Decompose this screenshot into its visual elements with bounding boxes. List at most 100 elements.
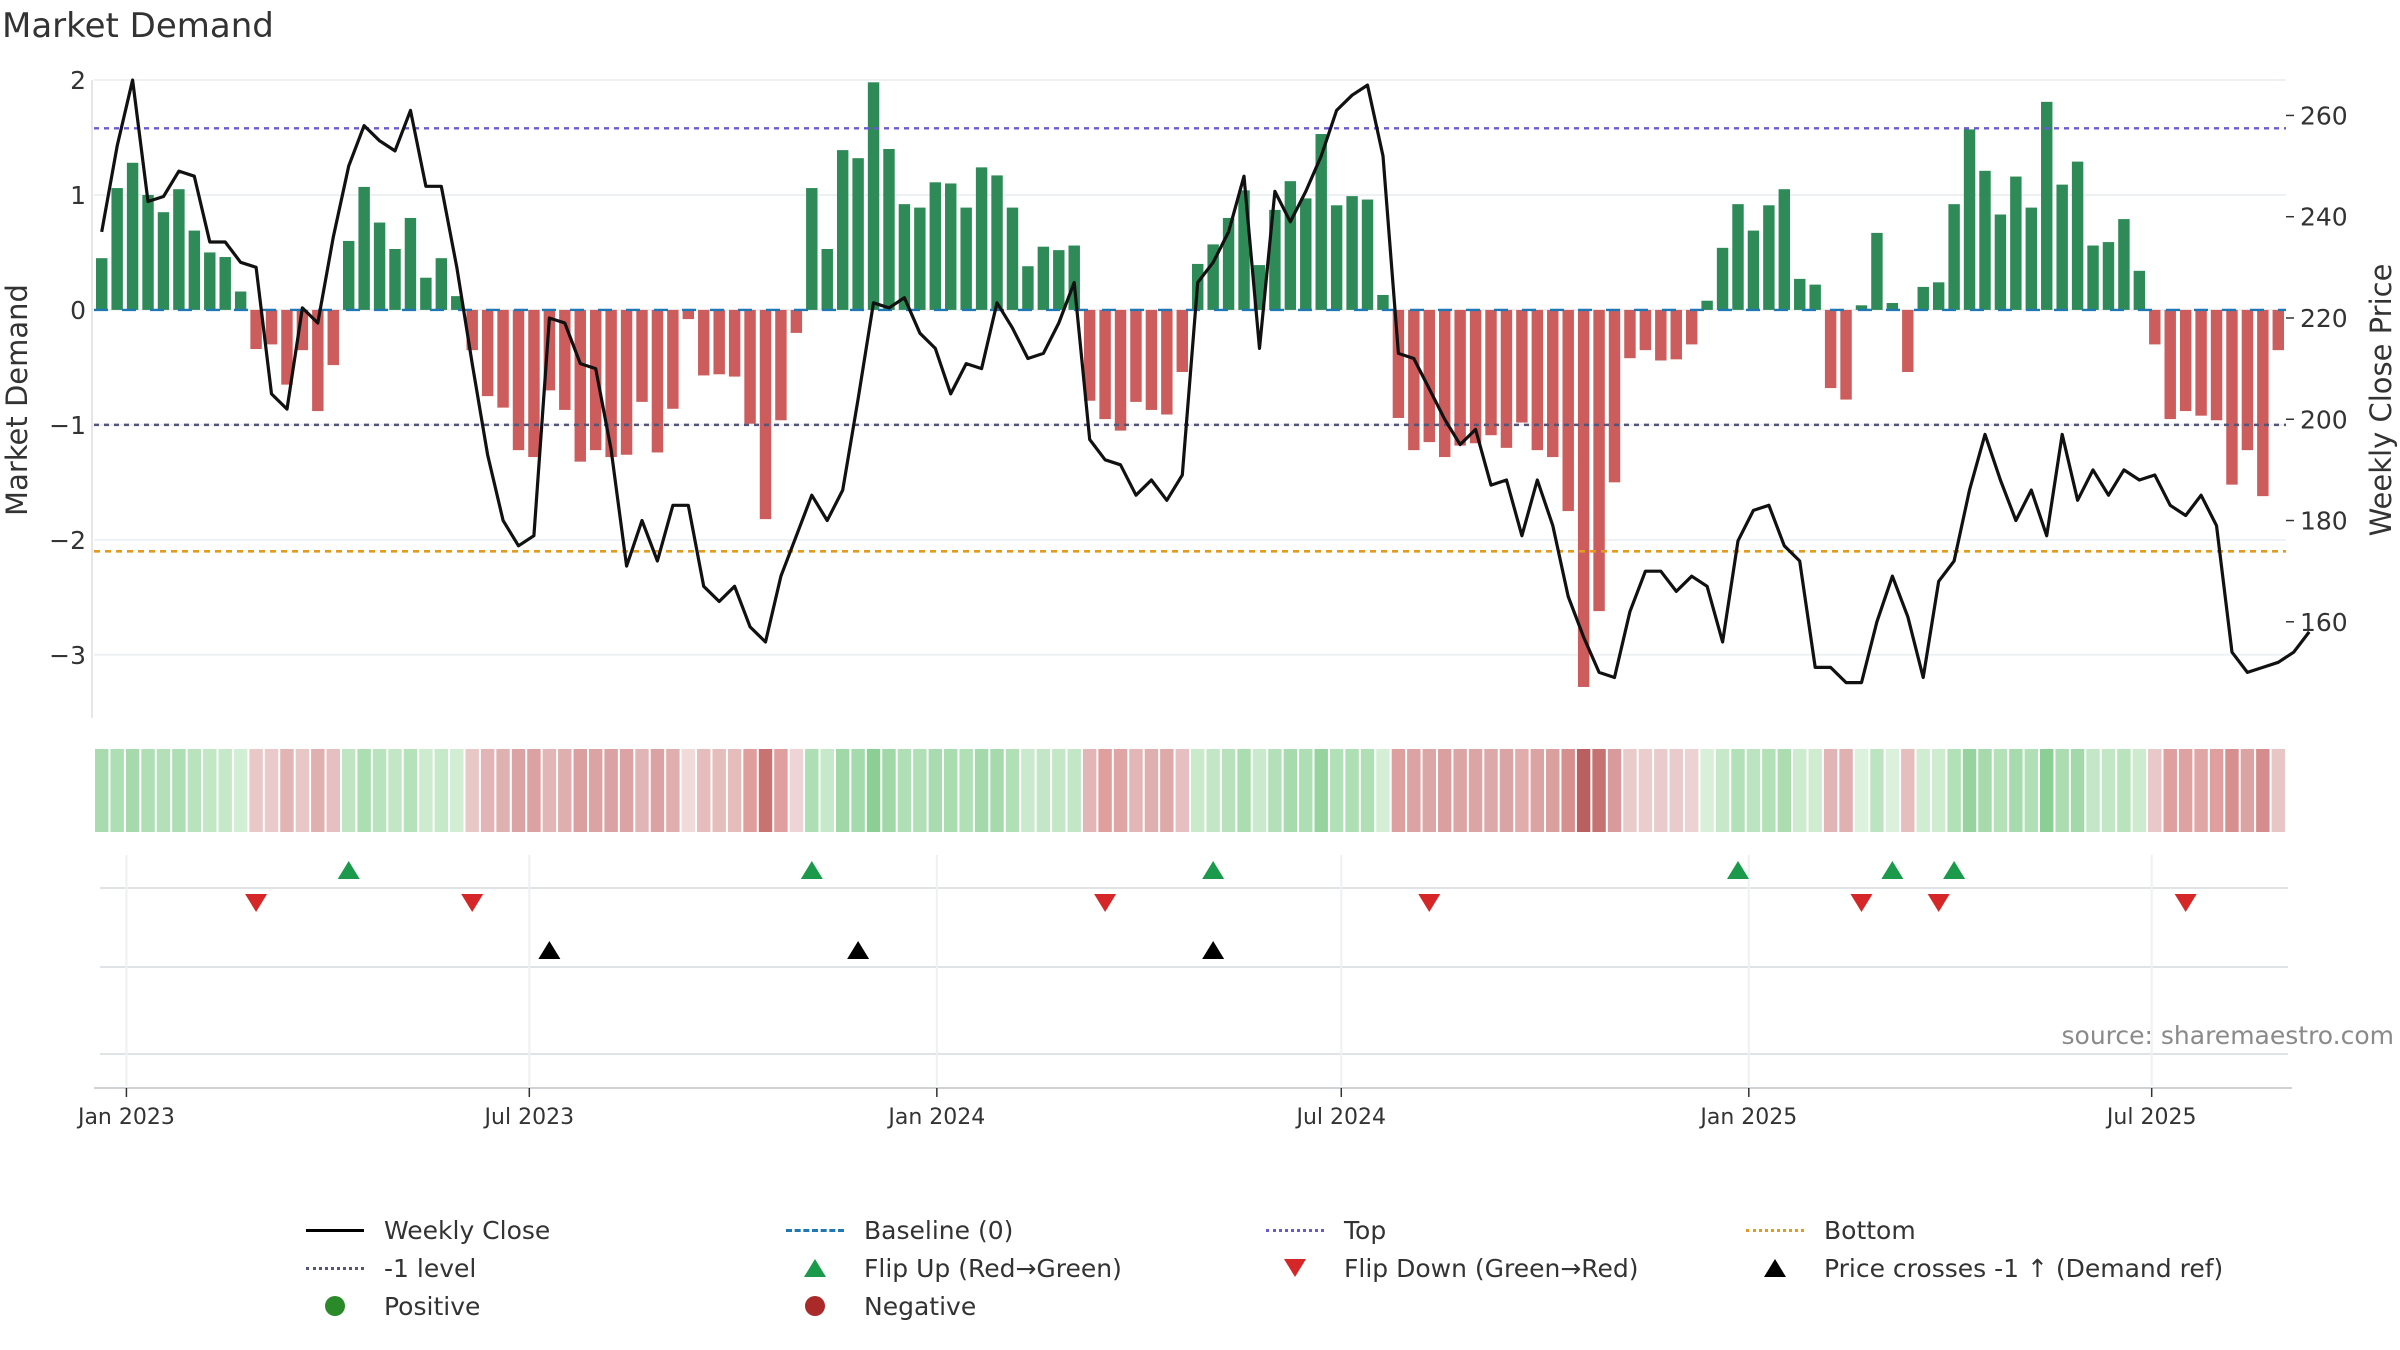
- demand-bar: [1176, 309, 1188, 372]
- right-tick-label: 240: [2300, 203, 2348, 232]
- demand-bar: [898, 204, 911, 310]
- x-tick-label: Jul 2025: [2105, 1105, 2197, 1130]
- demand-bar: [636, 309, 648, 402]
- demand-bar: [312, 309, 324, 412]
- legend-label: Flip Up (Red→Green): [864, 1253, 1122, 1283]
- flip-up-marker: [800, 861, 823, 879]
- strip-cell: [1592, 749, 1606, 832]
- demand-bar: [1670, 309, 1682, 360]
- event-markers: [94, 855, 2292, 1089]
- strip-cell: [311, 749, 325, 832]
- demand-bar: [250, 309, 262, 349]
- flip-down-marker: [1418, 894, 1441, 912]
- strip-cell: [1468, 749, 1483, 832]
- demand-bar: [1222, 217, 1235, 310]
- demand-bar: [1392, 309, 1405, 418]
- x-tick-label: Jul 2024: [1295, 1105, 1387, 1130]
- strip-cell: [944, 749, 958, 832]
- right-tick-label: 220: [2300, 304, 2348, 333]
- legend-label: -1 level: [384, 1253, 477, 1283]
- price-cross-marker: [538, 941, 561, 959]
- price-cross-marker: [1202, 941, 1225, 959]
- strip-cell: [1916, 749, 1930, 832]
- legend-label: Weekly Close: [384, 1215, 551, 1245]
- strip-cell: [1360, 749, 1375, 832]
- strip-cell: [588, 749, 603, 832]
- left-tick-label: −2: [49, 526, 86, 555]
- demand-bar: [1886, 303, 1899, 310]
- legend-item-bottom: Bottom: [1740, 1214, 2260, 1246]
- flip-up-marker: [1881, 861, 1904, 879]
- strip-cell: [326, 749, 340, 832]
- legend: Weekly Close Baseline (0) Top Bottom -1 …: [300, 1214, 2260, 1322]
- strip-cell: [1237, 749, 1251, 832]
- demand-bar: [620, 309, 633, 455]
- demand-bar: [1500, 309, 1513, 448]
- demand-bar: [1037, 246, 1050, 310]
- strip-cell: [1746, 749, 1761, 832]
- reference-lines: [94, 127, 2286, 553]
- demand-bar: [2025, 207, 2038, 310]
- legend-swatch-dotted-icon: [1266, 1228, 1324, 1232]
- strip-cell: [959, 749, 973, 832]
- demand-bar: [1932, 282, 1945, 310]
- x-tick-label: Jan 2025: [1698, 1105, 1797, 1130]
- demand-bar: [2133, 270, 2146, 310]
- demand-bar: [1315, 134, 1327, 310]
- strip-cell: [527, 749, 541, 832]
- demand-bar: [1130, 309, 1142, 402]
- demand-bar: [1284, 181, 1297, 310]
- strip-cell: [990, 749, 1004, 832]
- demand-bar: [1655, 309, 1667, 361]
- legend-swatch-line-icon: [306, 1228, 364, 1232]
- strip-cell: [372, 749, 387, 832]
- demand-bar: [1377, 294, 1389, 310]
- right-tick-label: 260: [2300, 101, 2348, 130]
- chart-title: Market Demand: [2, 6, 274, 46]
- strip-cell: [1345, 749, 1359, 832]
- demand-bar: [219, 257, 231, 310]
- demand-bar: [1994, 214, 2007, 310]
- demand-bar: [2041, 101, 2053, 310]
- demand-bar: [1794, 278, 1806, 310]
- strip-cell: [110, 749, 124, 832]
- strip-cell: [897, 749, 912, 832]
- strip-cell: [1808, 749, 1822, 832]
- strip-cell: [434, 749, 449, 832]
- demand-bar: [1145, 309, 1158, 410]
- demand-bar: [1871, 232, 1883, 310]
- demand-bar: [775, 309, 787, 421]
- demand-bar: [1701, 300, 1713, 310]
- demand-bar: [420, 277, 432, 310]
- strip-cell: [2256, 749, 2270, 832]
- legend-label: Top: [1344, 1215, 1387, 1245]
- strip-cell: [727, 749, 742, 832]
- demand-bar: [2149, 309, 2161, 345]
- legend-label: Positive: [384, 1291, 481, 1321]
- triangle-down-icon: [1284, 1259, 1306, 1277]
- demand-bar: [2087, 245, 2099, 310]
- x-tick-label: Jan 2023: [76, 1105, 175, 1130]
- price-cross-marker: [847, 941, 870, 959]
- flip-up-marker: [337, 861, 360, 879]
- legend-item-weekly-close: Weekly Close: [300, 1214, 780, 1246]
- strip-cell: [1268, 749, 1282, 832]
- right-tick-label: 180: [2300, 507, 2348, 536]
- strip-cell: [928, 749, 943, 832]
- demand-bar: [265, 309, 278, 345]
- demand-bar: [867, 82, 880, 310]
- strip-cell: [1947, 749, 1961, 832]
- demand-bar: [883, 148, 895, 310]
- strip-cell: [774, 749, 788, 832]
- strip-cell: [619, 749, 634, 832]
- strip-cell: [1654, 749, 1668, 832]
- demand-bar: [389, 248, 401, 310]
- demand-bar: [1732, 204, 1744, 310]
- legend-item-minus1-level: -1 level: [300, 1252, 780, 1284]
- right-axis-label: Weekly Close Price: [2364, 264, 2398, 537]
- demand-bar: [234, 291, 247, 310]
- strip-cell: [1885, 749, 1900, 832]
- strip-cell: [1515, 749, 1529, 832]
- strip-cell: [1546, 749, 1560, 832]
